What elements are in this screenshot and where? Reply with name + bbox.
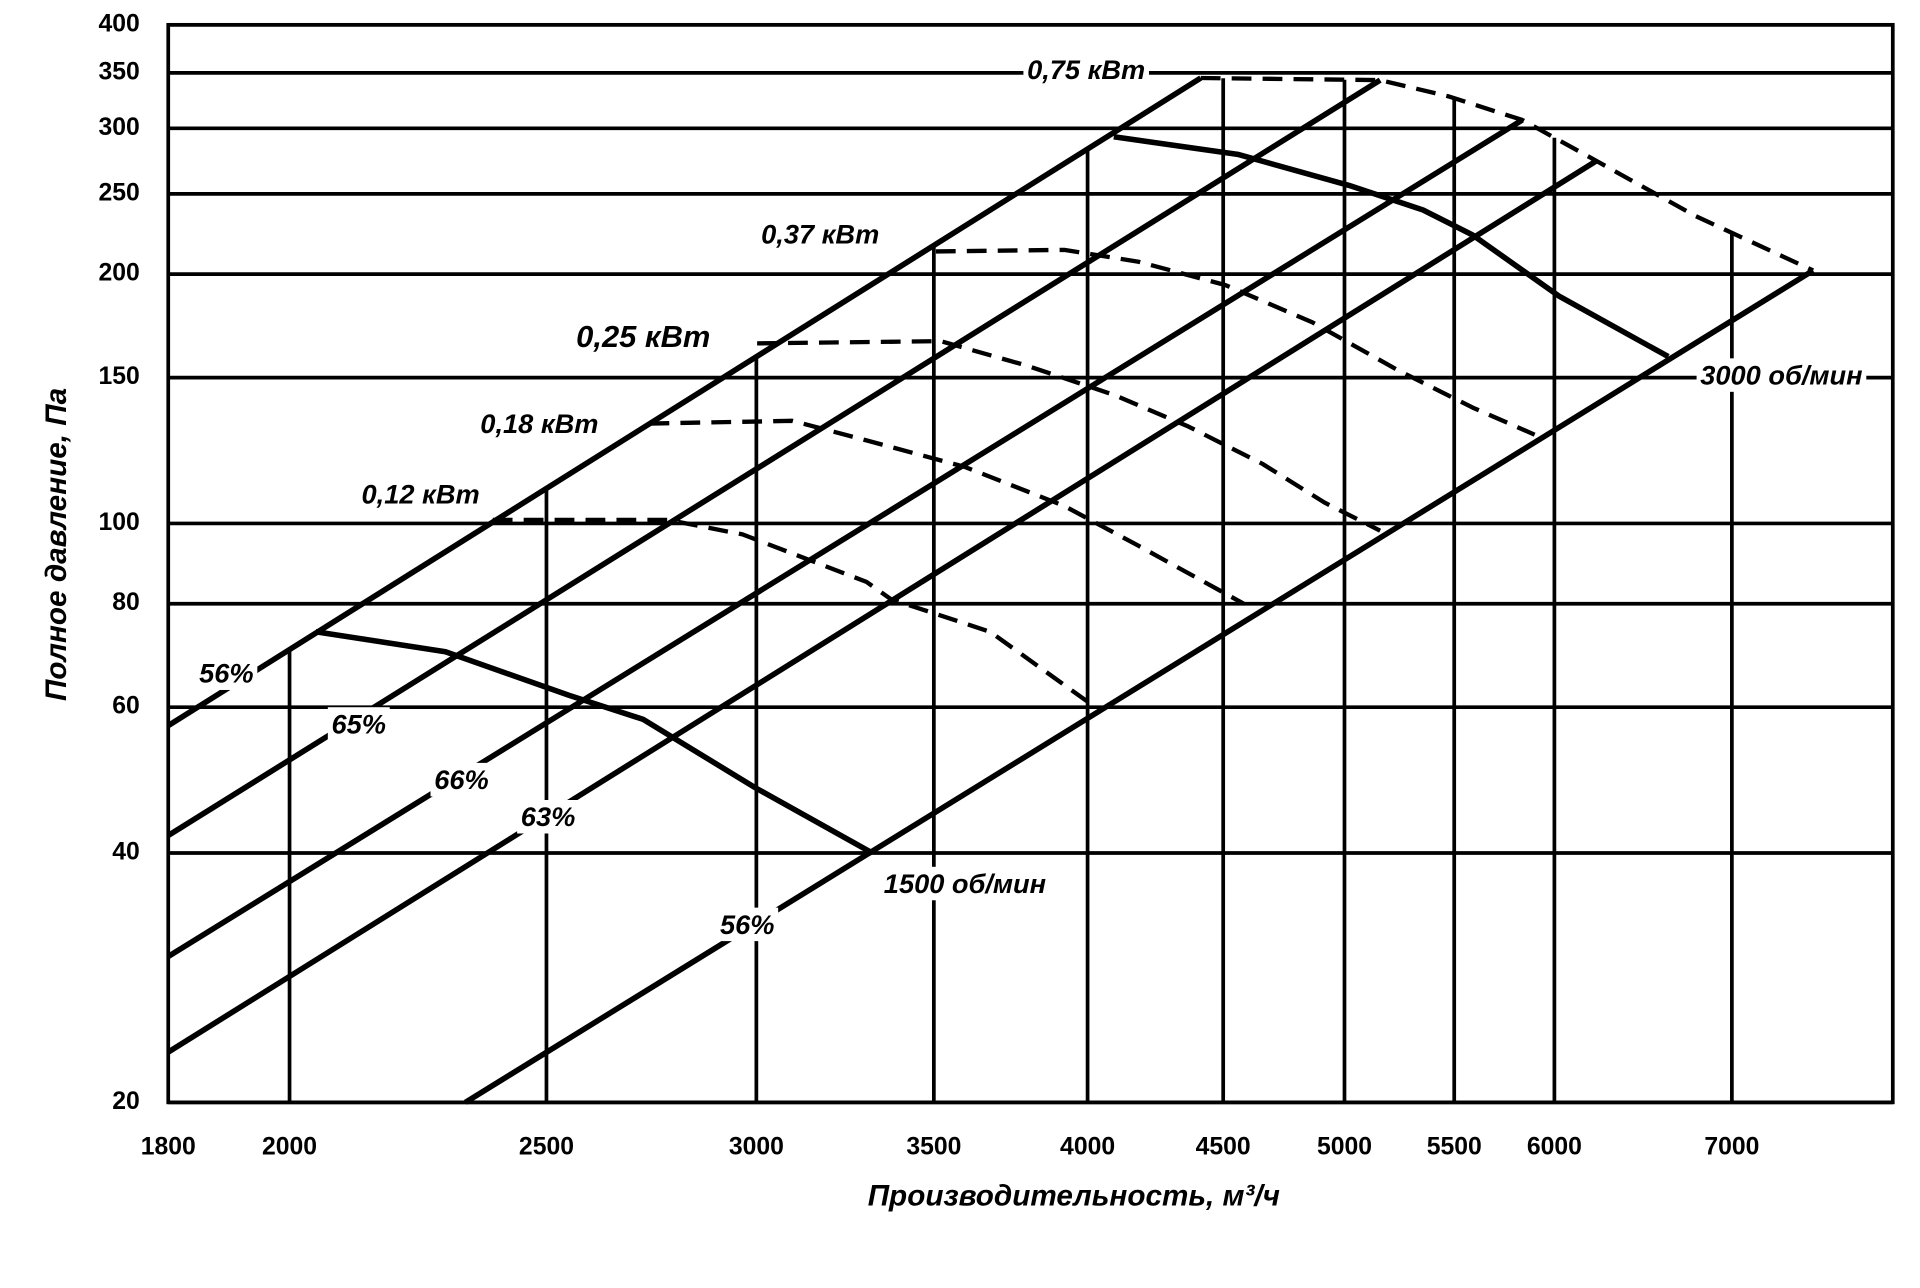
x-tick-label: 2000 [262,1134,317,1161]
x-tick-label: 7000 [1704,1134,1759,1161]
label-background [880,866,1050,901]
curves [166,75,1815,1105]
curve-label: 65% [332,708,386,739]
x-tick-label: 5000 [1317,1134,1372,1161]
label-background [517,800,579,834]
x-tick-label: 5500 [1427,1134,1482,1161]
y-tick-label: 250 [99,179,140,206]
label-background [357,477,484,511]
label-background [476,406,603,441]
curve-label: 0,25 кВт [576,319,710,354]
x-tick-label: 1800 [141,1134,196,1161]
y-tick-label: 200 [99,260,140,287]
label-background [716,907,779,942]
curve [935,247,1536,437]
x-axis-title: Производительность, м³/ч [868,1179,1280,1212]
curve-label: 1500 об/мин [884,868,1046,899]
y-tick-label: 100 [99,509,140,536]
x-tick-label: 6000 [1527,1134,1582,1161]
curve [1113,134,1670,360]
curve-label: 0,75 кВт [1027,54,1145,85]
curve [463,268,1815,1105]
curve-label: 63% [521,801,575,832]
label-background [1696,358,1867,392]
y-tick-label: 80 [112,589,140,616]
x-tick-label: 4500 [1196,1134,1251,1161]
curve [757,338,1382,533]
label-background [327,707,390,741]
y-tick-label: 150 [99,363,140,390]
curve-label: 66% [434,764,488,795]
y-tick-label: 300 [99,114,140,141]
curve [166,75,1203,729]
labels: 56% 65% 66% 63% 56% 0,12 кВт 0,18 кВт 0,25 кВт 0… [195,52,1867,942]
label-background [757,217,883,251]
plot-frame [166,22,1895,1105]
curve [492,517,1097,709]
y-axis-title: Полное давление, Па [40,388,73,701]
y-tick-label: 400 [99,10,140,37]
curve-label: 0,37 кВт [761,219,879,250]
curve [649,418,1245,606]
curve [166,158,1598,1055]
x-tick-label: 2500 [519,1134,574,1161]
label-background [195,656,258,690]
curve-label: 0,18 кВт [480,408,598,439]
label-background [430,762,493,797]
curve-label: 56% [720,909,774,940]
curve [315,629,874,856]
curve-label: 3000 об/мин [1700,360,1862,391]
label-background [572,317,715,356]
label-background [1023,52,1149,87]
curve-label: 56% [199,658,253,689]
curve [1200,75,1815,273]
y-tick-label: 20 [112,1088,140,1115]
x-tick-label: 3500 [906,1134,961,1161]
y-tick-label: 350 [99,58,140,85]
x-tick-label: 3000 [729,1134,784,1161]
curve-label: 0,12 кВт [362,478,480,509]
y-tick-label: 60 [112,693,140,720]
y-tick-label: 40 [112,839,140,866]
curve [166,117,1524,959]
x-tick-label: 4000 [1060,1134,1115,1161]
